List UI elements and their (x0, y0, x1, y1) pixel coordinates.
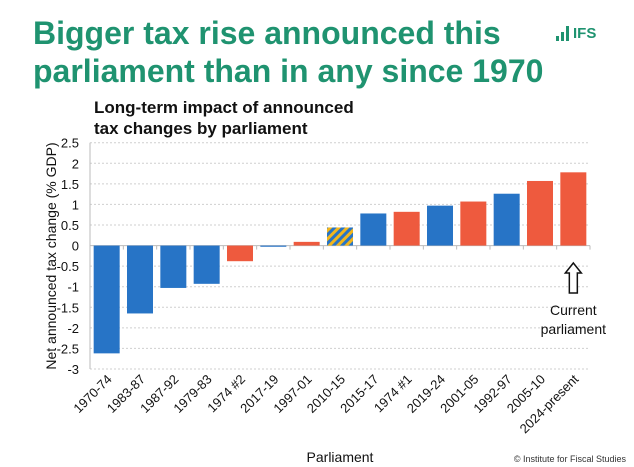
bar (260, 245, 287, 247)
y-axis-label: Net announced tax change (% GDP) (43, 142, 59, 369)
bar (160, 245, 187, 288)
bar (127, 245, 153, 314)
bar (227, 245, 253, 262)
chart-title: Long-term impact of announced tax change… (94, 98, 354, 138)
y-tick-label: -1 (67, 280, 79, 295)
y-tick-label: -2 (67, 321, 79, 336)
bar (360, 213, 387, 246)
y-tick-label: -0.5 (57, 259, 79, 274)
y-tick-label: 0.5 (61, 218, 79, 233)
bar (193, 245, 220, 284)
copyright: © Institute for Fiscal Studies (513, 454, 626, 464)
bar (493, 193, 520, 246)
up-arrow-icon (563, 261, 583, 294)
x-axis-label: Parliament (307, 449, 374, 465)
annotation-line1: Current (550, 302, 597, 318)
bar (527, 180, 553, 246)
y-tick-label: -1.5 (57, 300, 79, 315)
y-tick-label: 1 (72, 197, 79, 212)
bar (393, 211, 420, 246)
bar (327, 227, 353, 246)
y-tick-label: 2 (72, 156, 79, 171)
bar (93, 245, 120, 354)
bar (427, 205, 453, 246)
y-tick-label: 2.5 (61, 136, 79, 151)
logo-text: IFS (573, 25, 597, 42)
y-tick-label: -3 (67, 362, 79, 377)
annotation-line2: parliament (541, 321, 606, 337)
y-tick-label: 1.5 (61, 177, 79, 192)
y-tick-label: 0 (72, 239, 79, 254)
ifs-logo: IFS (556, 26, 596, 41)
bar (460, 201, 487, 246)
headline: Bigger tax rise announced this parliamen… (33, 15, 544, 89)
y-tick-label: -2.5 (57, 341, 79, 356)
bar (560, 172, 587, 246)
bar (293, 241, 320, 246)
